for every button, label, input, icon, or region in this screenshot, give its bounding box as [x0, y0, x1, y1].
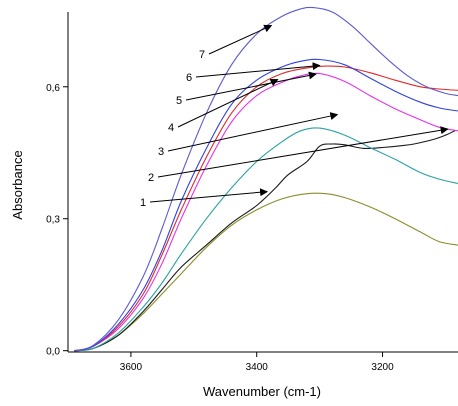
- series-line-1: [74, 192, 458, 352]
- ticks: [63, 86, 384, 357]
- x-tick-label: 3600: [120, 362, 143, 373]
- curve-label-2: 2: [148, 172, 154, 184]
- axes: [67, 12, 458, 353]
- curve-label-7: 7: [199, 49, 205, 61]
- series-line-2: [74, 130, 456, 352]
- curve-labels: 1 2 34 567: [140, 24, 449, 209]
- x-tick-label: 3200: [371, 362, 394, 373]
- x-axis-title: Wavenumber (cm-1): [203, 384, 321, 399]
- curves: [74, 6, 458, 352]
- x-tick-label: 3400: [246, 362, 269, 373]
- curve-arrow-5: [185, 71, 317, 101]
- curve-label-5: 5: [176, 95, 182, 107]
- curve-arrow-7: [208, 24, 273, 55]
- curve-label-6: 6: [186, 72, 192, 84]
- curve-label-4: 4: [168, 122, 174, 134]
- y-tick-label: 0,6: [46, 83, 60, 94]
- series-line-3: [74, 127, 458, 352]
- y-tick-label: 0,3: [46, 215, 60, 226]
- curve-arrow-2: [157, 126, 449, 178]
- y-tick-label: 0,0: [46, 347, 60, 358]
- curve-arrow-4: [177, 78, 279, 128]
- series-line-6: [74, 58, 458, 352]
- curve-arrow-3: [167, 112, 339, 152]
- curve-label-3: 3: [158, 146, 164, 158]
- curve-arrow-1: [149, 188, 269, 203]
- series-line-7: [74, 6, 458, 352]
- tick-labels: 3600 3400 3200 0,0 0,3 0,6: [46, 83, 394, 373]
- curve-arrow-6: [195, 62, 321, 78]
- series-line-4: [74, 72, 458, 352]
- curve-label-1: 1: [140, 197, 146, 209]
- series-line-5: [74, 65, 458, 352]
- y-axis-title: Absorbance: [10, 150, 25, 219]
